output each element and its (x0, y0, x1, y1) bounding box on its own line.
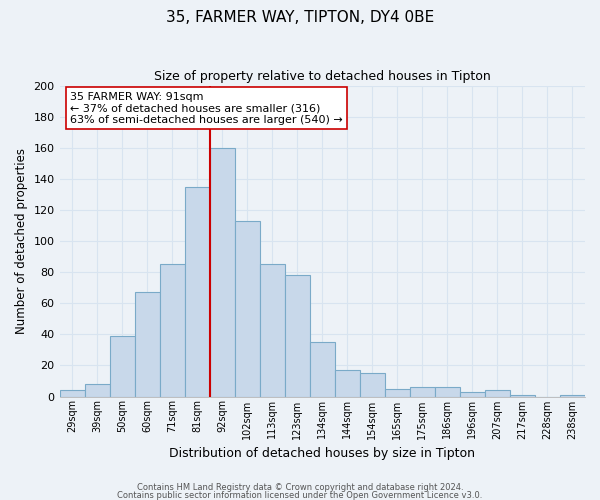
Bar (160, 264, 185, 396)
Bar (235, 221, 260, 396)
Bar (260, 264, 285, 396)
Bar (185, 186, 209, 396)
X-axis label: Distribution of detached houses by size in Tipton: Distribution of detached houses by size … (169, 447, 475, 460)
Bar (285, 275, 310, 396)
Text: Contains HM Land Registry data © Crown copyright and database right 2024.: Contains HM Land Registry data © Crown c… (137, 484, 463, 492)
Bar (410, 387, 435, 396)
Bar (335, 370, 360, 396)
Bar (85, 384, 110, 396)
Bar (460, 392, 485, 396)
Text: 35, FARMER WAY, TIPTON, DY4 0BE: 35, FARMER WAY, TIPTON, DY4 0BE (166, 10, 434, 25)
Bar (510, 395, 535, 396)
Y-axis label: Number of detached properties: Number of detached properties (15, 148, 28, 334)
Bar (310, 342, 335, 396)
Bar (385, 388, 410, 396)
Bar (209, 148, 235, 396)
Bar (360, 373, 385, 396)
Bar (560, 395, 585, 396)
Bar (435, 387, 460, 396)
Bar (59, 390, 85, 396)
Bar (485, 390, 510, 396)
Text: 35 FARMER WAY: 91sqm
← 37% of detached houses are smaller (316)
63% of semi-deta: 35 FARMER WAY: 91sqm ← 37% of detached h… (70, 92, 343, 125)
Text: Contains public sector information licensed under the Open Government Licence v3: Contains public sector information licen… (118, 490, 482, 500)
Bar (134, 292, 160, 397)
Bar (110, 336, 134, 396)
Title: Size of property relative to detached houses in Tipton: Size of property relative to detached ho… (154, 70, 491, 83)
